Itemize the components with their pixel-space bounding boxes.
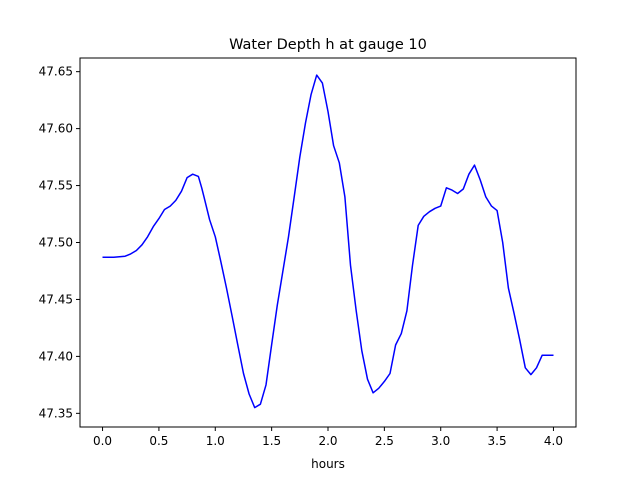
y-tick-label: 47.60 — [39, 122, 73, 136]
x-axis-label: hours — [311, 457, 345, 471]
x-tick-label: 1.5 — [262, 434, 281, 448]
x-tick-label: 4.0 — [544, 434, 563, 448]
x-tick-label: 3.5 — [488, 434, 507, 448]
x-tick-label: 2.5 — [375, 434, 394, 448]
y-tick-label: 47.65 — [39, 65, 73, 79]
y-tick-label: 47.50 — [39, 236, 73, 250]
x-axis: 0.0 0.5 1.0 1.5 2.0 2.5 3.0 3.5 4.0 — [93, 427, 563, 448]
x-tick-label: 2.0 — [318, 434, 337, 448]
x-tick-label: 1.0 — [206, 434, 225, 448]
x-tick-label: 0.5 — [149, 434, 168, 448]
plot-area — [102, 74, 554, 409]
y-tick-label: 47.40 — [39, 349, 73, 363]
y-axis: 47.35 47.40 47.45 47.50 47.55 47.60 47.65 — [39, 65, 80, 420]
y-tick-label: 47.45 — [39, 292, 73, 306]
x-tick-label: 0.0 — [93, 434, 112, 448]
y-tick-label: 47.55 — [39, 179, 73, 193]
y-tick-label: 47.35 — [39, 406, 73, 420]
series-line — [102, 74, 554, 409]
chart-title: Water Depth h at gauge 10 — [229, 37, 427, 53]
x-tick-label: 3.0 — [431, 434, 450, 448]
